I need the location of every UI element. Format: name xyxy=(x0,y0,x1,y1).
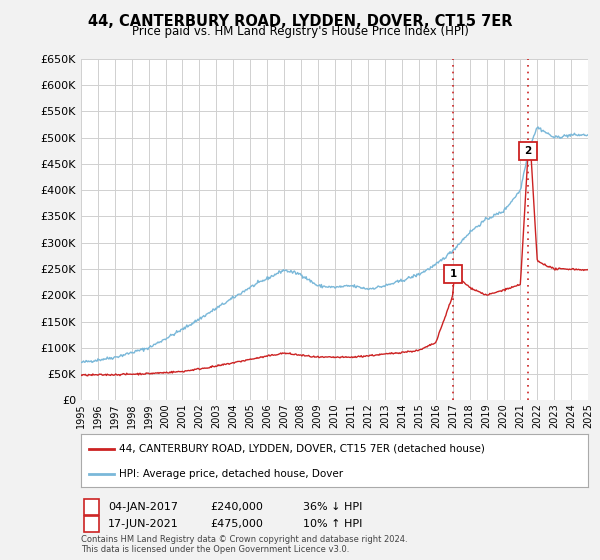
Text: £240,000: £240,000 xyxy=(210,502,263,512)
Text: 2: 2 xyxy=(524,146,532,156)
Text: 44, CANTERBURY ROAD, LYDDEN, DOVER, CT15 7ER (detached house): 44, CANTERBURY ROAD, LYDDEN, DOVER, CT15… xyxy=(119,444,485,454)
Text: 04-JAN-2017: 04-JAN-2017 xyxy=(108,502,178,512)
Text: 10% ↑ HPI: 10% ↑ HPI xyxy=(303,519,362,529)
Text: 1: 1 xyxy=(449,269,457,279)
Text: 17-JUN-2021: 17-JUN-2021 xyxy=(108,519,179,529)
Text: 2: 2 xyxy=(88,519,95,529)
Text: 1: 1 xyxy=(88,502,95,512)
Text: 36% ↓ HPI: 36% ↓ HPI xyxy=(303,502,362,512)
Text: £475,000: £475,000 xyxy=(210,519,263,529)
Text: Contains HM Land Registry data © Crown copyright and database right 2024.
This d: Contains HM Land Registry data © Crown c… xyxy=(81,535,407,554)
Text: 44, CANTERBURY ROAD, LYDDEN, DOVER, CT15 7ER: 44, CANTERBURY ROAD, LYDDEN, DOVER, CT15… xyxy=(88,14,512,29)
Text: Price paid vs. HM Land Registry's House Price Index (HPI): Price paid vs. HM Land Registry's House … xyxy=(131,25,469,38)
Text: HPI: Average price, detached house, Dover: HPI: Average price, detached house, Dove… xyxy=(119,469,343,479)
